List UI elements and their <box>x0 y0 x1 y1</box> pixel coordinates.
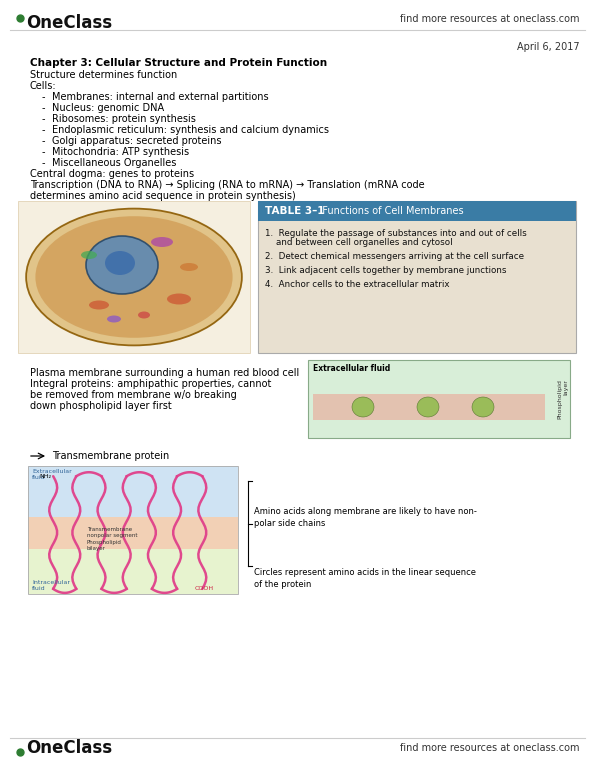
Text: April 6, 2017: April 6, 2017 <box>518 42 580 52</box>
Text: 4.  Anchor cells to the extracellular matrix: 4. Anchor cells to the extracellular mat… <box>265 280 449 289</box>
Text: Phospholipid
layer: Phospholipid layer <box>557 379 568 419</box>
Text: -: - <box>42 147 45 157</box>
Bar <box>28 549 238 594</box>
Text: -: - <box>42 136 45 146</box>
Text: Intracellular
fluid: Intracellular fluid <box>32 581 70 591</box>
Text: COOH: COOH <box>195 586 214 591</box>
Ellipse shape <box>167 293 191 304</box>
Ellipse shape <box>89 300 109 310</box>
Ellipse shape <box>35 216 233 338</box>
Text: -: - <box>42 158 45 168</box>
Text: NH₂: NH₂ <box>39 474 51 479</box>
Text: Membranes: internal and external partitions: Membranes: internal and external partiti… <box>52 92 268 102</box>
Ellipse shape <box>472 397 494 417</box>
Text: determines amino acid sequence in protein synthesis): determines amino acid sequence in protei… <box>30 191 296 201</box>
Text: TABLE 3–1: TABLE 3–1 <box>265 206 324 216</box>
Ellipse shape <box>81 251 97 259</box>
Text: 3.  Link adjacent cells together by membrane junctions: 3. Link adjacent cells together by membr… <box>265 266 506 275</box>
Bar <box>18 201 250 353</box>
Text: Mitochondria: ATP synthesis: Mitochondria: ATP synthesis <box>52 147 189 157</box>
Bar <box>28 517 238 549</box>
Ellipse shape <box>138 312 150 319</box>
Text: Ribosomes: protein synthesis: Ribosomes: protein synthesis <box>52 114 196 124</box>
Text: find more resources at oneclass.com: find more resources at oneclass.com <box>400 14 580 24</box>
Bar <box>308 360 570 438</box>
Text: -: - <box>42 125 45 135</box>
Text: 1.  Regulate the passage of substances into and out of cells: 1. Regulate the passage of substances in… <box>265 229 527 238</box>
Text: Extracellular
fluid: Extracellular fluid <box>32 469 72 480</box>
Text: Cells:: Cells: <box>30 81 57 91</box>
Text: Amino acids along membrane are likely to have non-
polar side chains: Amino acids along membrane are likely to… <box>254 507 477 527</box>
Text: Transcription (DNA to RNA) → Splicing (RNA to mRNA) → Translation (mRNA code: Transcription (DNA to RNA) → Splicing (R… <box>30 180 425 190</box>
Text: and between cell organelles and cytosol: and between cell organelles and cytosol <box>265 238 453 247</box>
Ellipse shape <box>105 251 135 275</box>
Text: Golgi apparatus: secreted proteins: Golgi apparatus: secreted proteins <box>52 136 221 146</box>
Text: Structure determines function: Structure determines function <box>30 70 177 80</box>
Text: Plasma membrane surrounding a human red blood cell: Plasma membrane surrounding a human red … <box>30 368 299 378</box>
Bar <box>28 466 238 517</box>
Bar <box>258 201 576 353</box>
Bar <box>313 394 545 420</box>
Text: find more resources at oneclass.com: find more resources at oneclass.com <box>400 743 580 753</box>
Text: Integral proteins: amphipathic properties, cannot: Integral proteins: amphipathic propertie… <box>30 379 271 389</box>
Text: Chapter 3: Cellular Structure and Protein Function: Chapter 3: Cellular Structure and Protei… <box>30 58 327 68</box>
Bar <box>258 201 576 221</box>
Text: Endoplasmic reticulum: synthesis and calcium dynamics: Endoplasmic reticulum: synthesis and cal… <box>52 125 329 135</box>
Text: down phospholipid layer first: down phospholipid layer first <box>30 401 172 411</box>
Text: Nucleus: genomic DNA: Nucleus: genomic DNA <box>52 103 164 113</box>
Ellipse shape <box>86 236 158 294</box>
Text: Phospholipid
bilayer: Phospholipid bilayer <box>87 540 121 551</box>
Text: Extracellular fluid: Extracellular fluid <box>313 364 390 373</box>
Text: 2.  Detect chemical messengers arriving at the cell surface: 2. Detect chemical messengers arriving a… <box>265 252 524 261</box>
Text: -: - <box>42 103 45 113</box>
Ellipse shape <box>151 237 173 247</box>
Text: OneClass: OneClass <box>26 14 112 32</box>
Ellipse shape <box>26 209 242 346</box>
Ellipse shape <box>352 397 374 417</box>
Ellipse shape <box>417 397 439 417</box>
Text: Central dogma: genes to proteins: Central dogma: genes to proteins <box>30 169 194 179</box>
Text: Transmembrane protein: Transmembrane protein <box>52 451 169 461</box>
Text: be removed from membrane w/o breaking: be removed from membrane w/o breaking <box>30 390 237 400</box>
Text: Transmembrane
nonpolar segment: Transmembrane nonpolar segment <box>87 527 137 538</box>
Text: Miscellaneous Organelles: Miscellaneous Organelles <box>52 158 176 168</box>
Text: -: - <box>42 114 45 124</box>
Ellipse shape <box>107 316 121 323</box>
Text: -: - <box>42 92 45 102</box>
Text: Circles represent amino acids in the linear sequence
of the protein: Circles represent amino acids in the lin… <box>254 568 476 589</box>
Text: OneClass: OneClass <box>26 739 112 757</box>
Text: Functions of Cell Membranes: Functions of Cell Membranes <box>316 206 464 216</box>
Ellipse shape <box>180 263 198 271</box>
Bar <box>28 466 238 594</box>
